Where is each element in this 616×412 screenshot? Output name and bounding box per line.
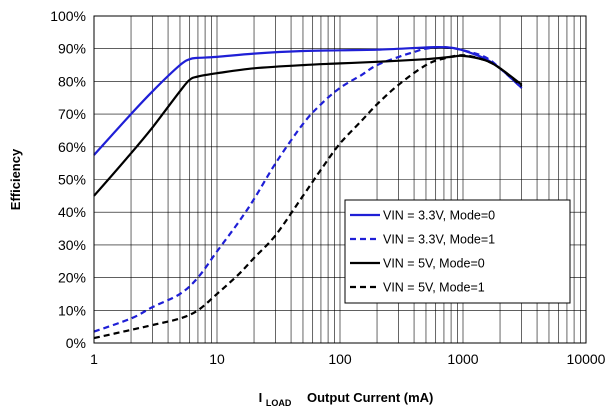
y-tick-label: 10% (58, 302, 86, 318)
legend-entry-label: VIN = 5V, Mode=1 (383, 281, 485, 295)
y-tick-label: 40% (58, 204, 86, 220)
y-tick-label: 100% (50, 8, 86, 24)
x-axis-ticks: 1 10 100 1000 10000 (90, 351, 606, 367)
y-axis-ticks: 0% 10% 20% 30% 40% 50% 60% 70% 80% 90% 100% (50, 8, 86, 351)
y-tick-label: 70% (58, 106, 86, 122)
legend-entry-label: VIN = 3.3V, Mode=1 (383, 233, 495, 247)
y-tick-label: 30% (58, 237, 86, 253)
series-line-4 (93, 54, 523, 340)
series-line-3 (93, 54, 523, 197)
x-tick-label: 100 (328, 351, 352, 367)
legend-entry-label: VIN = 5V, Mode=0 (383, 257, 485, 271)
y-axis-title: Efficiency (8, 148, 23, 210)
legend: VIN = 3.3V, Mode=0 VIN = 3.3V, Mode=1 VIN … (344, 199, 571, 304)
y-tick-label: 50% (58, 172, 86, 188)
y-tick-label: 20% (58, 270, 86, 286)
x-tick-label: 10 (209, 351, 225, 367)
y-tick-label: 90% (58, 41, 86, 57)
x-tick-label: 1 (90, 351, 98, 367)
x-axis-title-text: Output Current (mA) (307, 390, 433, 405)
legend-box (344, 199, 571, 304)
series-lines (93, 45, 523, 340)
x-tick-label: 1000 (447, 351, 478, 367)
x-axis-title: I LOAD Output Current (mA) (259, 390, 434, 409)
y-tick-label: 80% (58, 73, 86, 89)
legend-entry-label: VIN = 3.3V, Mode=0 (383, 209, 495, 223)
series-line-2 (93, 45, 523, 333)
y-tick-label: 60% (58, 139, 86, 155)
y-tick-label: 0% (66, 335, 86, 351)
x-axis-title-subscript: LOAD (266, 398, 292, 408)
x-tick-label: 10000 (567, 351, 606, 367)
x-axis-title-prefix: I (259, 390, 263, 405)
plot-frame (93, 15, 587, 344)
